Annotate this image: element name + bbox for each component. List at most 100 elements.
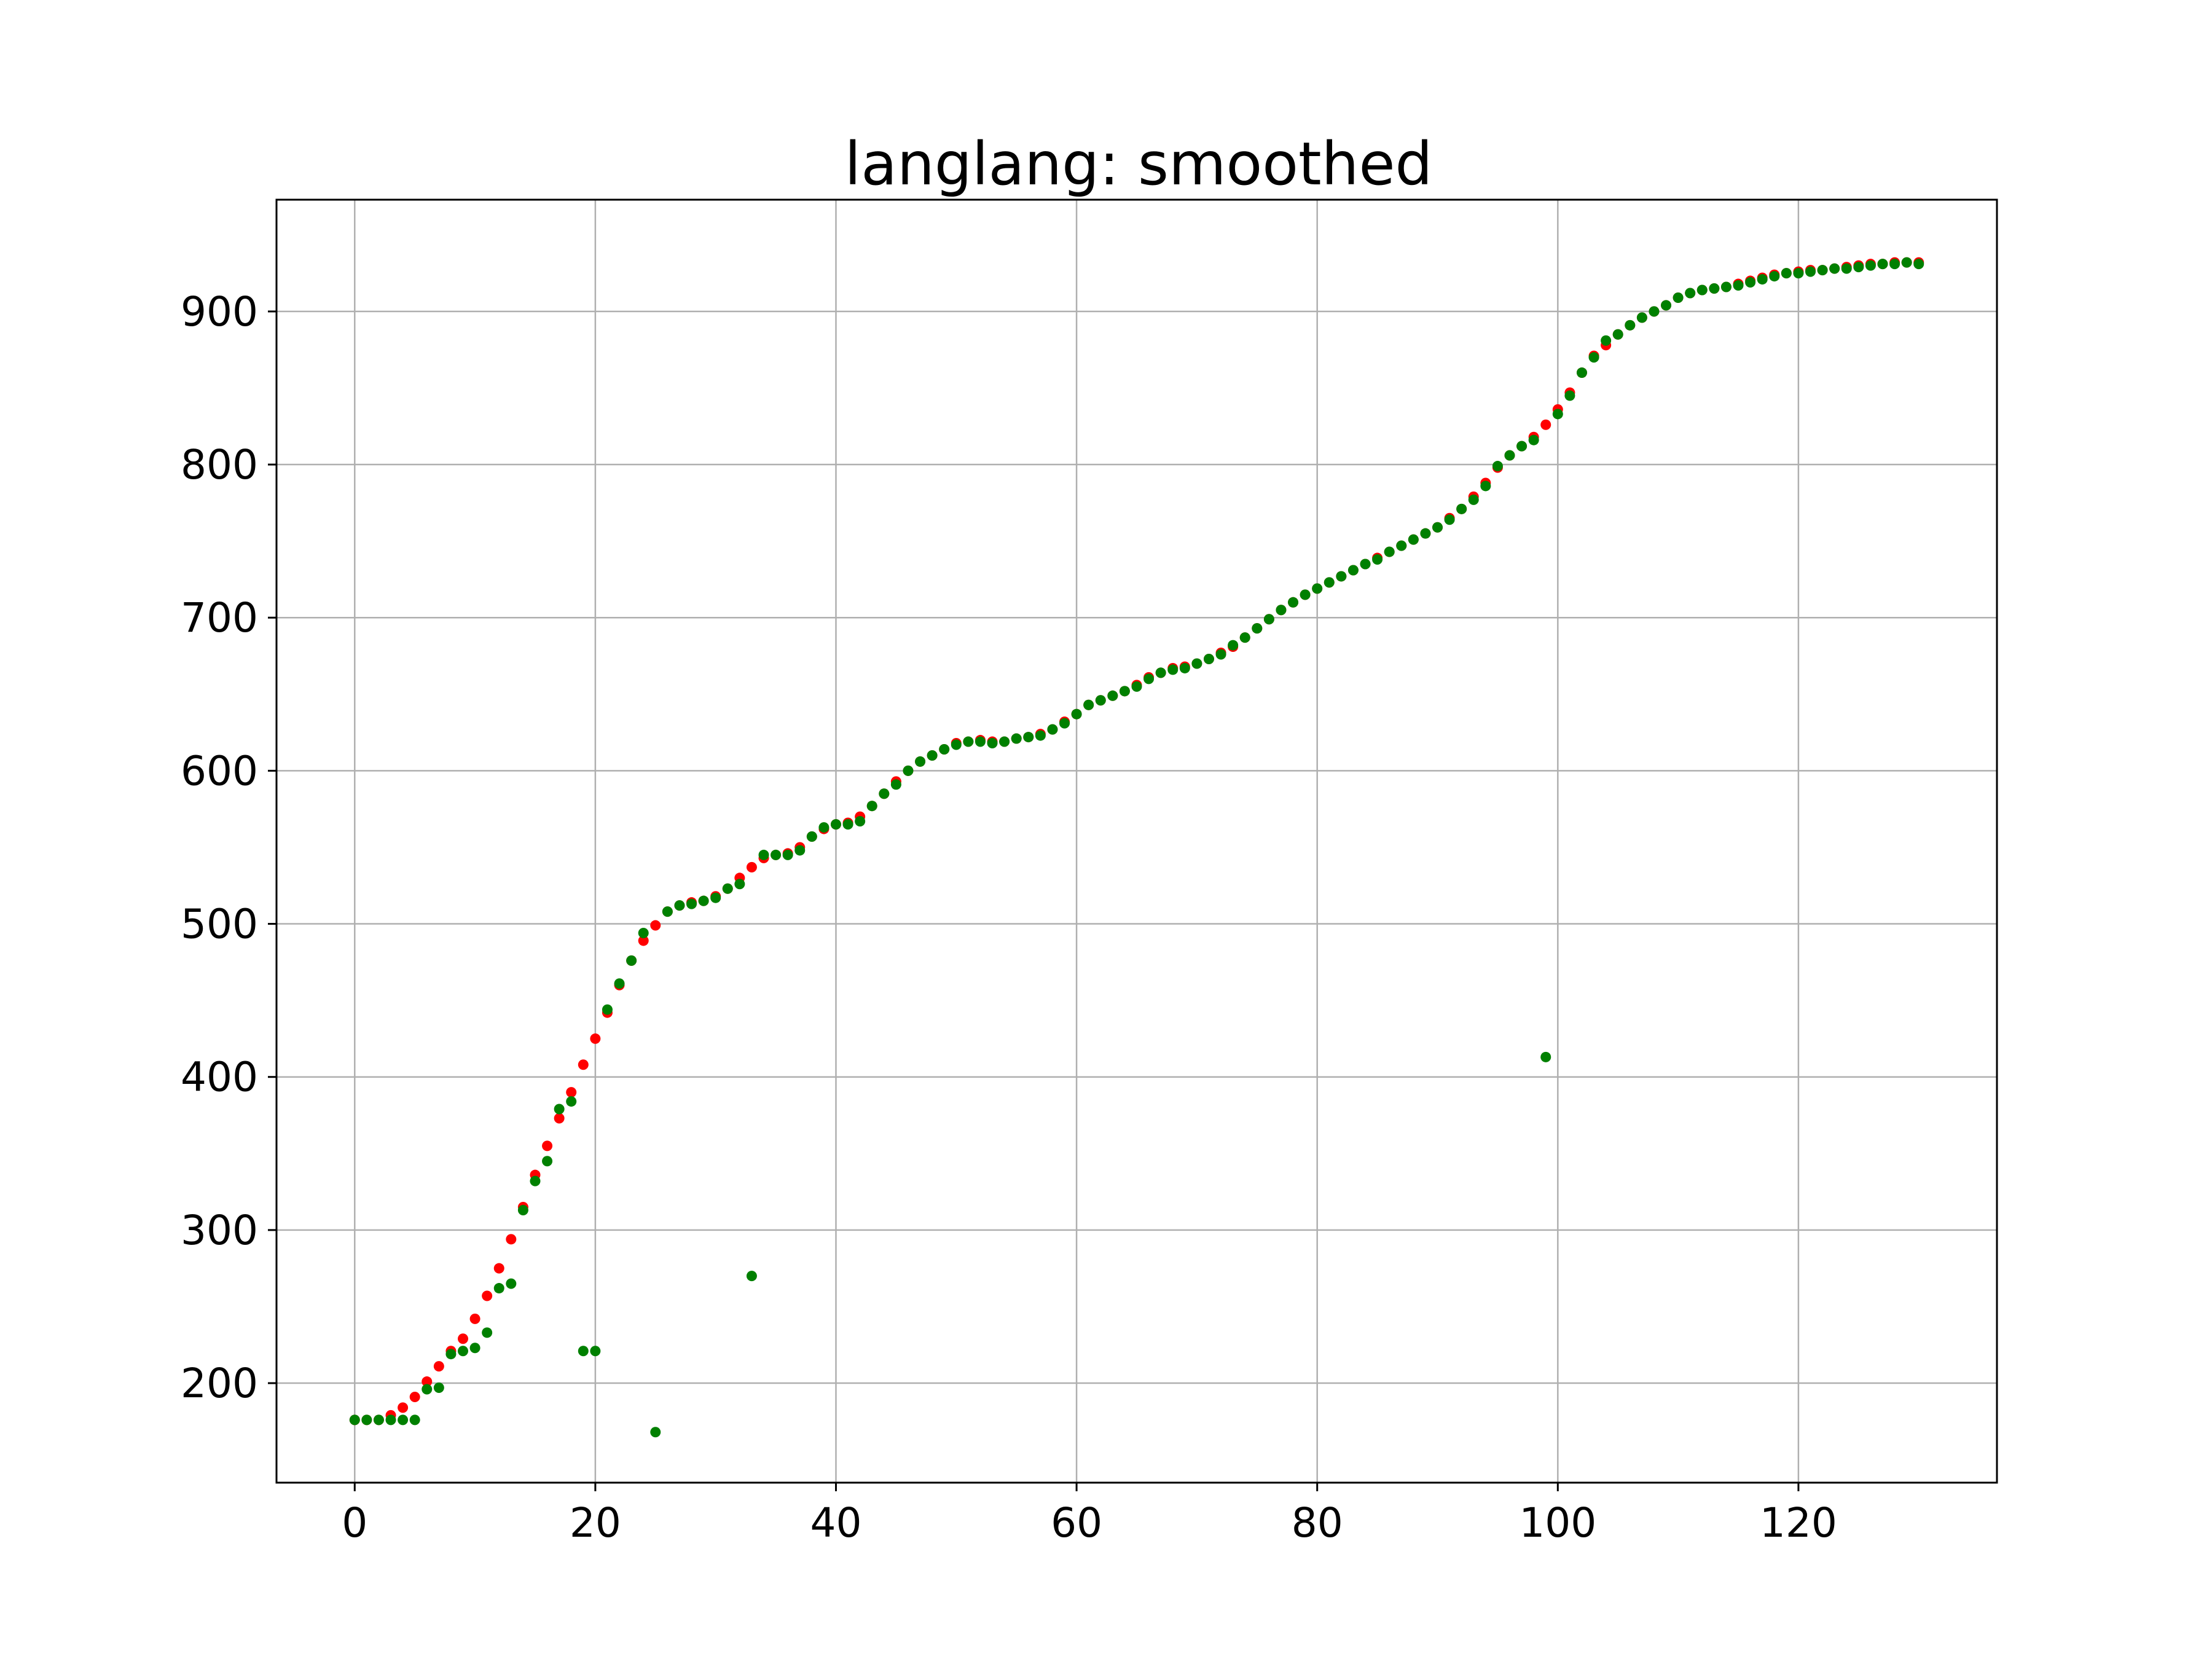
data-point xyxy=(1300,589,1311,600)
data-point xyxy=(1649,306,1660,317)
data-point xyxy=(457,1333,468,1344)
data-point xyxy=(1239,632,1250,643)
data-point xyxy=(1347,565,1359,576)
data-point xyxy=(1432,522,1443,533)
data-point xyxy=(1071,708,1082,720)
data-point xyxy=(1480,480,1491,492)
data-point xyxy=(638,935,649,946)
data-point xyxy=(398,1414,409,1426)
data-point xyxy=(1805,266,1816,277)
data-point xyxy=(1179,662,1190,673)
data-point xyxy=(866,801,877,812)
data-point xyxy=(1913,259,1924,270)
data-point xyxy=(469,1313,480,1324)
data-point xyxy=(398,1402,409,1413)
data-point xyxy=(433,1382,444,1394)
data-point xyxy=(927,750,938,761)
data-point xyxy=(806,831,817,842)
data-point xyxy=(530,1175,541,1186)
data-point xyxy=(1276,605,1287,616)
data-point xyxy=(1107,690,1118,701)
data-point xyxy=(1312,583,1323,594)
data-point xyxy=(1155,667,1166,678)
data-point xyxy=(999,736,1010,747)
x-tick-label: 40 xyxy=(810,1499,861,1547)
series-1 xyxy=(349,257,1924,1438)
data-point xyxy=(830,819,841,830)
data-point xyxy=(1685,288,1696,299)
data-point xyxy=(686,898,697,909)
data-point xyxy=(1384,546,1395,557)
data-point xyxy=(855,816,866,827)
data-point xyxy=(1552,409,1563,420)
x-tick-label: 20 xyxy=(570,1499,621,1547)
y-tick-label: 200 xyxy=(181,1360,258,1407)
x-tick-label: 0 xyxy=(342,1499,367,1547)
data-point xyxy=(1468,494,1479,505)
data-point xyxy=(758,849,769,860)
data-point xyxy=(1372,554,1383,565)
data-point xyxy=(1396,540,1407,551)
data-point xyxy=(722,883,733,894)
data-point xyxy=(409,1391,420,1402)
x-tick-label: 100 xyxy=(1519,1499,1596,1547)
data-point xyxy=(445,1349,457,1360)
data-point xyxy=(1288,597,1299,608)
data-point xyxy=(361,1414,372,1426)
x-tick-label: 80 xyxy=(1292,1499,1343,1547)
data-point xyxy=(1601,335,1612,346)
data-point xyxy=(1083,699,1094,710)
data-point xyxy=(915,756,926,767)
data-point xyxy=(951,739,962,750)
data-point xyxy=(1444,514,1455,525)
data-point xyxy=(1720,281,1732,292)
data-point xyxy=(566,1096,577,1107)
data-point xyxy=(746,861,757,873)
axis-ticks: 0 20 40 60 80 100 120 200 300 400 500 600 700 800 900 xyxy=(181,288,1837,1547)
data-point xyxy=(939,744,950,755)
data-point xyxy=(710,892,721,903)
data-point xyxy=(1336,571,1347,582)
data-point xyxy=(409,1414,420,1426)
data-point xyxy=(1228,640,1239,651)
data-point xyxy=(1023,732,1034,743)
data-point xyxy=(554,1113,565,1124)
data-point xyxy=(879,788,890,799)
data-point xyxy=(542,1156,553,1167)
data-point xyxy=(638,927,649,938)
data-point xyxy=(590,1346,601,1357)
data-point xyxy=(1252,623,1263,634)
data-point xyxy=(1131,681,1142,692)
data-points xyxy=(349,257,1924,1438)
plot-frame xyxy=(275,198,1998,1484)
data-point xyxy=(590,1033,601,1044)
data-point xyxy=(1625,320,1636,331)
data-point xyxy=(771,849,782,860)
data-point xyxy=(1420,528,1431,539)
data-point xyxy=(482,1290,493,1301)
data-point xyxy=(1612,329,1623,340)
data-point xyxy=(433,1361,444,1372)
data-point xyxy=(614,978,625,989)
data-point xyxy=(1793,268,1804,279)
data-point xyxy=(1889,259,1900,270)
data-point xyxy=(626,955,637,966)
y-tick-label: 800 xyxy=(181,441,258,488)
data-point xyxy=(469,1343,480,1354)
data-point xyxy=(818,822,830,833)
data-point xyxy=(1588,352,1599,363)
data-point xyxy=(662,906,673,917)
data-point xyxy=(1059,718,1070,729)
data-point xyxy=(794,845,806,856)
data-point xyxy=(422,1384,433,1395)
data-point xyxy=(698,895,709,906)
data-point xyxy=(1203,653,1214,664)
data-point xyxy=(1504,450,1515,461)
data-point xyxy=(1191,658,1202,669)
data-point xyxy=(782,849,793,860)
data-point xyxy=(674,900,685,911)
data-point xyxy=(578,1059,589,1070)
data-point xyxy=(890,779,901,790)
data-point xyxy=(1636,312,1647,323)
